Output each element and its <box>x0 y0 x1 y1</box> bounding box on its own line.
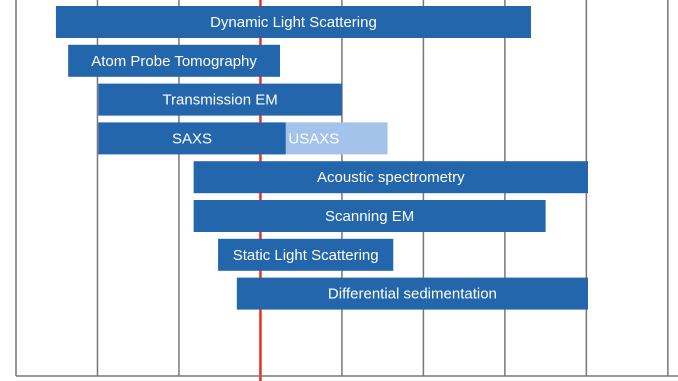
bar <box>55 6 531 38</box>
bar-label: USAXS <box>288 130 339 147</box>
bar-label: Scanning EM <box>325 208 414 225</box>
bar <box>68 44 280 77</box>
bar-label: Transmission EM <box>162 92 277 109</box>
bar <box>98 122 286 155</box>
bar-label: SAXS <box>172 130 212 147</box>
bar-label: Atom Probe Tomography <box>91 53 257 70</box>
bar-label: Dynamic Light Scattering <box>210 14 377 31</box>
bar-label: Static Light Scattering <box>233 247 379 264</box>
bar <box>218 238 394 271</box>
bar-label: Differential sedimentation <box>328 286 497 303</box>
bar <box>193 200 546 232</box>
bar <box>98 83 342 116</box>
bar-label: Acoustic spectrometry <box>317 169 465 186</box>
bar <box>236 277 588 310</box>
bar <box>193 161 588 194</box>
